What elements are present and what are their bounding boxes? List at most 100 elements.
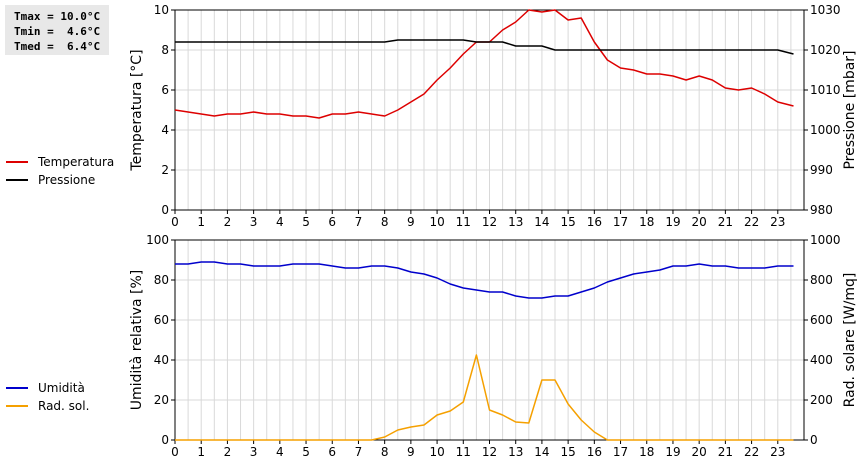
x-tick-label: 10 (429, 215, 444, 229)
x-tick-label: 20 (692, 445, 707, 459)
stat-tmed: Tmed = 6.4°C (14, 40, 101, 53)
y-tick-label-right: 1010 (810, 83, 841, 97)
x-tick-label: 15 (560, 445, 575, 459)
chart-2: 0 1 2 3 4 5 6 7 8 9 10 11 12 13 14 15 16 17 18 19 20 21 22 2302… (129, 233, 858, 459)
y-tick-label-left: 60 (154, 313, 169, 327)
x-tick-label: 22 (744, 215, 759, 229)
y-axis-label-left: Umidità relativa [%] (129, 270, 145, 411)
x-tick-label: 12 (482, 445, 497, 459)
y-tick-label-left: 8 (161, 43, 169, 57)
x-tick-label: 9 (407, 215, 415, 229)
x-tick-label: 0 (171, 445, 179, 459)
x-tick-label: 5 (302, 445, 310, 459)
legend-label-pressione: Pressione (38, 173, 96, 187)
x-tick-label: 13 (508, 215, 523, 229)
legend-swatch-umidita (6, 387, 28, 389)
legend-item-rad-sol: Rad. sol. (6, 397, 89, 415)
y-tick-label-left: 2 (161, 163, 169, 177)
legend-label-temperatura: Temperatura (38, 155, 115, 169)
y-axis-label-right: Rad. solare [W/mq] (842, 273, 858, 408)
x-tick-label: 16 (587, 215, 602, 229)
legend-label-umidita: Umidità (38, 381, 85, 395)
legend-top: Temperatura Pressione (6, 153, 114, 189)
x-tick-label: 8 (381, 215, 389, 229)
x-tick-label: 4 (276, 445, 284, 459)
stat-tmin: Tmin = 4.6°C (14, 25, 101, 38)
x-tick-label: 18 (639, 445, 654, 459)
x-tick-label: 16 (587, 445, 602, 459)
x-tick-label: 2 (224, 445, 232, 459)
y-tick-label-right: 200 (810, 393, 833, 407)
y-tick-label-left: 10 (154, 3, 169, 17)
y-tick-label-right: 1020 (810, 43, 841, 57)
legend-label-rad-sol: Rad. sol. (38, 399, 90, 413)
x-tick-label: 7 (355, 445, 363, 459)
y-tick-label-left: 4 (161, 123, 169, 137)
x-tick-label: 21 (718, 445, 733, 459)
x-tick-label: 10 (429, 445, 444, 459)
y-tick-label-left: 0 (161, 203, 169, 217)
y-tick-label-right: 800 (810, 273, 833, 287)
legend-item-pressione: Pressione (6, 171, 114, 189)
y-axis-label-right: Pressione [mbar] (842, 50, 858, 169)
stat-tmax: Tmax = 10.0°C (14, 10, 101, 23)
x-tick-label: 17 (613, 215, 628, 229)
x-tick-label: 9 (407, 445, 415, 459)
legend-swatch-rad-sol (6, 405, 28, 407)
x-tick-label: 17 (613, 445, 628, 459)
y-tick-label-left: 80 (154, 273, 169, 287)
series-line-umidit (175, 261, 794, 299)
x-tick-label: 11 (456, 445, 471, 459)
y-tick-label-right: 1000 (810, 233, 841, 247)
x-tick-label: 6 (328, 215, 336, 229)
series-line-pressione (175, 39, 794, 55)
x-tick-label: 19 (665, 215, 680, 229)
x-tick-label: 7 (355, 215, 363, 229)
x-tick-label: 21 (718, 215, 733, 229)
y-tick-label-right: 1000 (810, 123, 841, 137)
x-tick-label: 3 (250, 215, 258, 229)
x-tick-label: 0 (171, 215, 179, 229)
y-axis-label-left: Temperatura [°C] (129, 49, 145, 171)
x-tick-label: 13 (508, 445, 523, 459)
series-line-rad-sol (175, 354, 794, 441)
legend-item-umidita: Umidità (6, 379, 89, 397)
x-tick-label: 18 (639, 215, 654, 229)
legend-item-temperatura: Temperatura (6, 153, 114, 171)
x-tick-label: 19 (665, 445, 680, 459)
y-tick-label-left: 0 (161, 433, 169, 447)
y-tick-label-left: 20 (154, 393, 169, 407)
x-tick-label: 23 (770, 445, 785, 459)
x-tick-label: 14 (534, 215, 549, 229)
legend-bottom: Umidità Rad. sol. (6, 379, 89, 415)
x-tick-label: 8 (381, 445, 389, 459)
x-tick-label: 3 (250, 445, 258, 459)
x-tick-label: 23 (770, 215, 785, 229)
y-tick-label-right: 600 (810, 313, 833, 327)
x-tick-label: 5 (302, 215, 310, 229)
y-tick-label-right: 0 (810, 433, 818, 447)
y-tick-label-right: 400 (810, 353, 833, 367)
legend-swatch-temperatura (6, 161, 28, 163)
x-tick-label: 1 (197, 445, 205, 459)
x-tick-label: 20 (692, 215, 707, 229)
series-line-temperatura (174, 9, 794, 119)
y-tick-label-right: 990 (810, 163, 833, 177)
y-tick-label-left: 6 (161, 83, 169, 97)
x-tick-label: 2 (224, 215, 232, 229)
stats-box: Tmax = 10.0°C Tmin = 4.6°C Tmed = 6.4°C (5, 5, 109, 55)
x-tick-label: 1 (197, 215, 205, 229)
chart-1: 0 1 2 3 4 5 6 7 8 9 10 11 12 13 14 15 16 17 18 19 20 21 22 2302… (129, 3, 858, 229)
y-tick-label-right: 1030 (810, 3, 841, 17)
x-tick-label: 14 (534, 445, 549, 459)
x-tick-label: 6 (328, 445, 336, 459)
y-tick-label-right: 980 (810, 203, 833, 217)
x-tick-label: 22 (744, 445, 759, 459)
y-tick-label-left: 100 (146, 233, 169, 247)
legend-swatch-pressione (6, 179, 28, 181)
x-tick-label: 4 (276, 215, 284, 229)
x-tick-label: 11 (456, 215, 471, 229)
y-tick-label-left: 40 (154, 353, 169, 367)
x-tick-label: 12 (482, 215, 497, 229)
